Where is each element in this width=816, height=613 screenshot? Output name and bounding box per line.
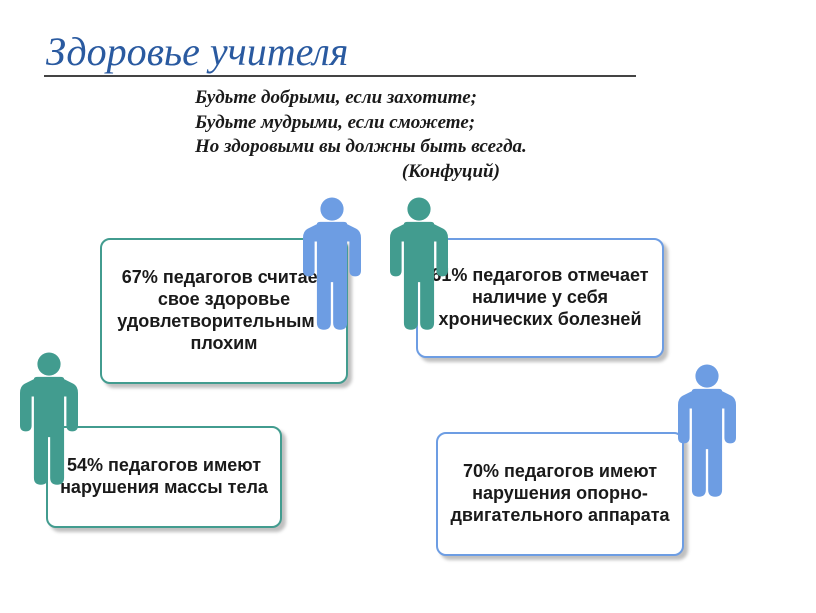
stat-card-3-text: 54% педагогов имеют нарушения массы тела bbox=[56, 455, 272, 499]
stat-card-3: 54% педагогов имеют нарушения массы тела bbox=[46, 426, 282, 528]
stat-card-2-text: 61% педагогов отмечает наличие у себя хр… bbox=[426, 265, 654, 331]
quote-block: Будьте добрыми, если захотите; Будьте му… bbox=[195, 86, 527, 185]
stat-card-4: 70% педагогов имеют нарушения опорно-дви… bbox=[436, 432, 684, 556]
quote-author: (Конфуций) bbox=[375, 160, 527, 185]
person-icon-3 bbox=[20, 350, 78, 486]
person-icon-2 bbox=[390, 195, 448, 331]
person-icon-4 bbox=[678, 362, 736, 498]
quote-line-2: Будьте мудрыми, если сможете; bbox=[195, 111, 527, 136]
title-divider bbox=[44, 75, 636, 77]
page-title: Здоровье учителя bbox=[46, 28, 348, 75]
quote-line-3: Но здоровыми вы должны быть всегда. bbox=[195, 135, 527, 160]
quote-line-1: Будьте добрыми, если захотите; bbox=[195, 86, 527, 111]
stat-card-2: 61% педагогов отмечает наличие у себя хр… bbox=[416, 238, 664, 358]
person-icon-1 bbox=[303, 195, 361, 331]
stat-card-4-text: 70% педагогов имеют нарушения опорно-дви… bbox=[446, 461, 674, 527]
